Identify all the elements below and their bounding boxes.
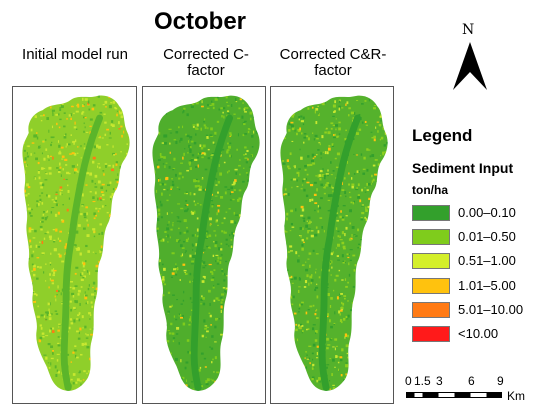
legend-label: <10.00 [458,326,499,341]
map-frame-corrected-c [142,86,266,404]
scale-tick-3: 6 [468,374,475,388]
legend-swatch [412,326,450,342]
legend-swatch [412,229,450,245]
legend-label: 0.00–0.10 [458,205,516,220]
scale-tick-4: 9 [497,374,504,388]
legend-swatch [412,302,450,318]
map-initial [22,95,130,391]
legend-classes: 0.00–0.10 0.01–0.50 0.51–1.00 1.01–5.00 … [412,205,547,355]
legend-unit: ton/ha [412,183,448,197]
legend-label: 5.01–10.00 [458,302,524,317]
panel-label-corrected-cr: Corrected C&R- factor [279,46,387,79]
scale-tick-1: 1.5 [414,374,431,388]
map-corrected-cr [280,95,388,391]
legend-swatch [412,205,450,221]
legend-swatch [412,253,450,269]
panel-label-initial: Initial model run [22,46,128,63]
legend-label: 0.01–0.50 [458,229,516,244]
map-frame-initial [12,86,137,404]
scale-tick-2: 3 [436,374,443,388]
north-letter: N [462,22,475,38]
scale-unit: Km [507,389,525,403]
panel-label-corrected-c: Corrected C- factor [163,46,249,79]
legend-label: 1.01–5.00 [458,278,516,293]
legend-label: 0.51–1.00 [458,253,516,268]
legend-subtitle: Sediment Input [412,160,514,176]
map-frame-corrected-cr [270,86,394,404]
legend-title: Legend [412,126,473,145]
scale-bar [406,392,502,398]
legend-swatch [412,278,450,294]
map-title: October [153,8,246,35]
scale-tick-0: 0 [405,374,412,388]
map-corrected-c [152,95,260,391]
north-arrow-icon [453,42,487,90]
